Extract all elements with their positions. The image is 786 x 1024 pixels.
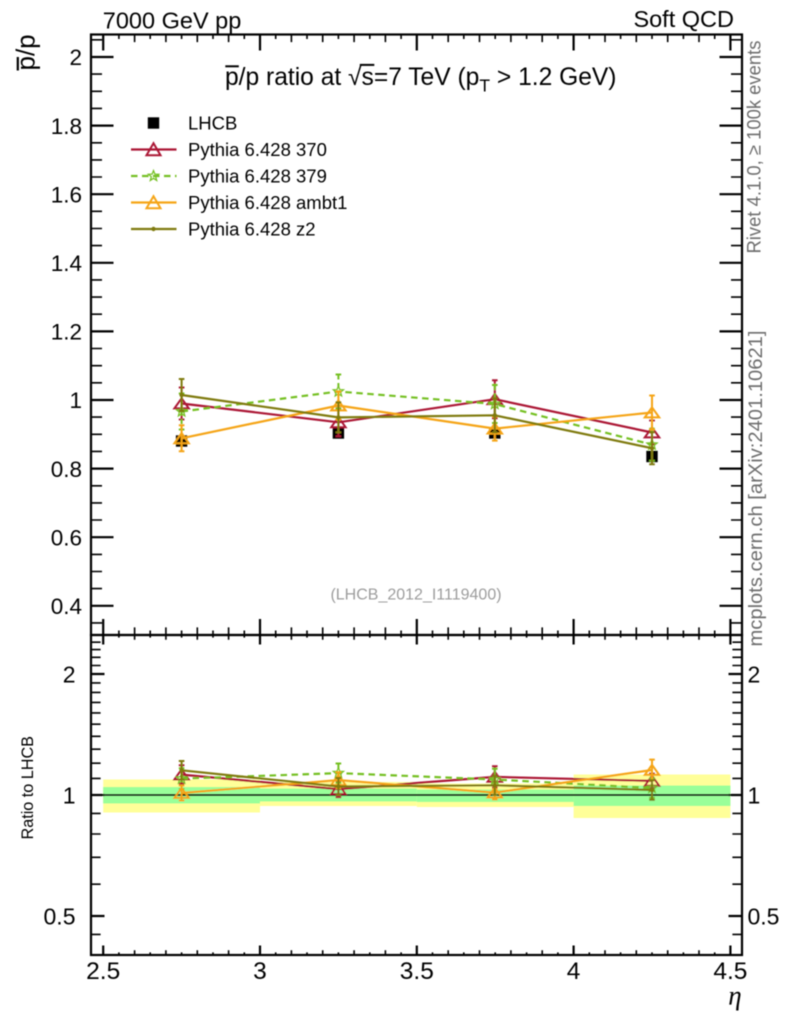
svg-text:mcplots.cern.ch [arXiv:2401.10: mcplots.cern.ch [arXiv:2401.10621] xyxy=(746,331,767,647)
svg-text:η: η xyxy=(728,981,741,1011)
svg-text:1.4: 1.4 xyxy=(51,251,82,276)
svg-text:1: 1 xyxy=(748,783,761,809)
svg-text:1: 1 xyxy=(63,783,76,809)
svg-text:Pythia 6.428 ambt1: Pythia 6.428 ambt1 xyxy=(188,192,347,213)
svg-text:1.6: 1.6 xyxy=(51,182,82,207)
svg-text:Pythia 6.428 370: Pythia 6.428 370 xyxy=(188,139,327,160)
svg-text:3: 3 xyxy=(253,958,267,985)
svg-text:LHCB: LHCB xyxy=(188,113,237,134)
svg-text:4: 4 xyxy=(567,958,581,985)
svg-text:0.5: 0.5 xyxy=(44,904,76,930)
svg-text:0.6: 0.6 xyxy=(51,525,82,550)
svg-text:Ratio to LHCB: Ratio to LHCB xyxy=(19,736,37,839)
svg-text:1.8: 1.8 xyxy=(51,114,82,139)
svg-text:4.5: 4.5 xyxy=(713,958,747,985)
svg-text:Pythia 6.428 379: Pythia 6.428 379 xyxy=(188,166,327,187)
svg-text:0.4: 0.4 xyxy=(51,594,82,619)
svg-text:2: 2 xyxy=(69,45,82,70)
svg-text:0.5: 0.5 xyxy=(748,904,780,930)
svg-text:2: 2 xyxy=(63,661,76,687)
svg-text:1: 1 xyxy=(69,388,82,413)
svg-text:Soft QCD: Soft QCD xyxy=(633,6,734,32)
svg-text:7000 GeV pp: 7000 GeV pp xyxy=(103,8,242,34)
svg-text:p/p ratio at √s=7 TeV (pT > 1.: p/p ratio at √s=7 TeV (pT > 1.2 GeV) xyxy=(225,64,617,96)
svg-text:Pythia 6.428 z2: Pythia 6.428 z2 xyxy=(188,219,316,240)
svg-text:1.2: 1.2 xyxy=(51,320,82,345)
svg-text:2: 2 xyxy=(748,661,761,687)
svg-text:Rivet 4.1.0, ≥ 100k events: Rivet 4.1.0, ≥ 100k events xyxy=(745,41,766,254)
svg-text:p/p: p/p xyxy=(11,34,41,70)
svg-text:0.8: 0.8 xyxy=(51,457,82,482)
svg-text:(LHCB_2012_I1119400): (LHCB_2012_I1119400) xyxy=(330,587,501,604)
svg-text:2.5: 2.5 xyxy=(86,958,120,985)
svg-text:3.5: 3.5 xyxy=(400,958,434,985)
